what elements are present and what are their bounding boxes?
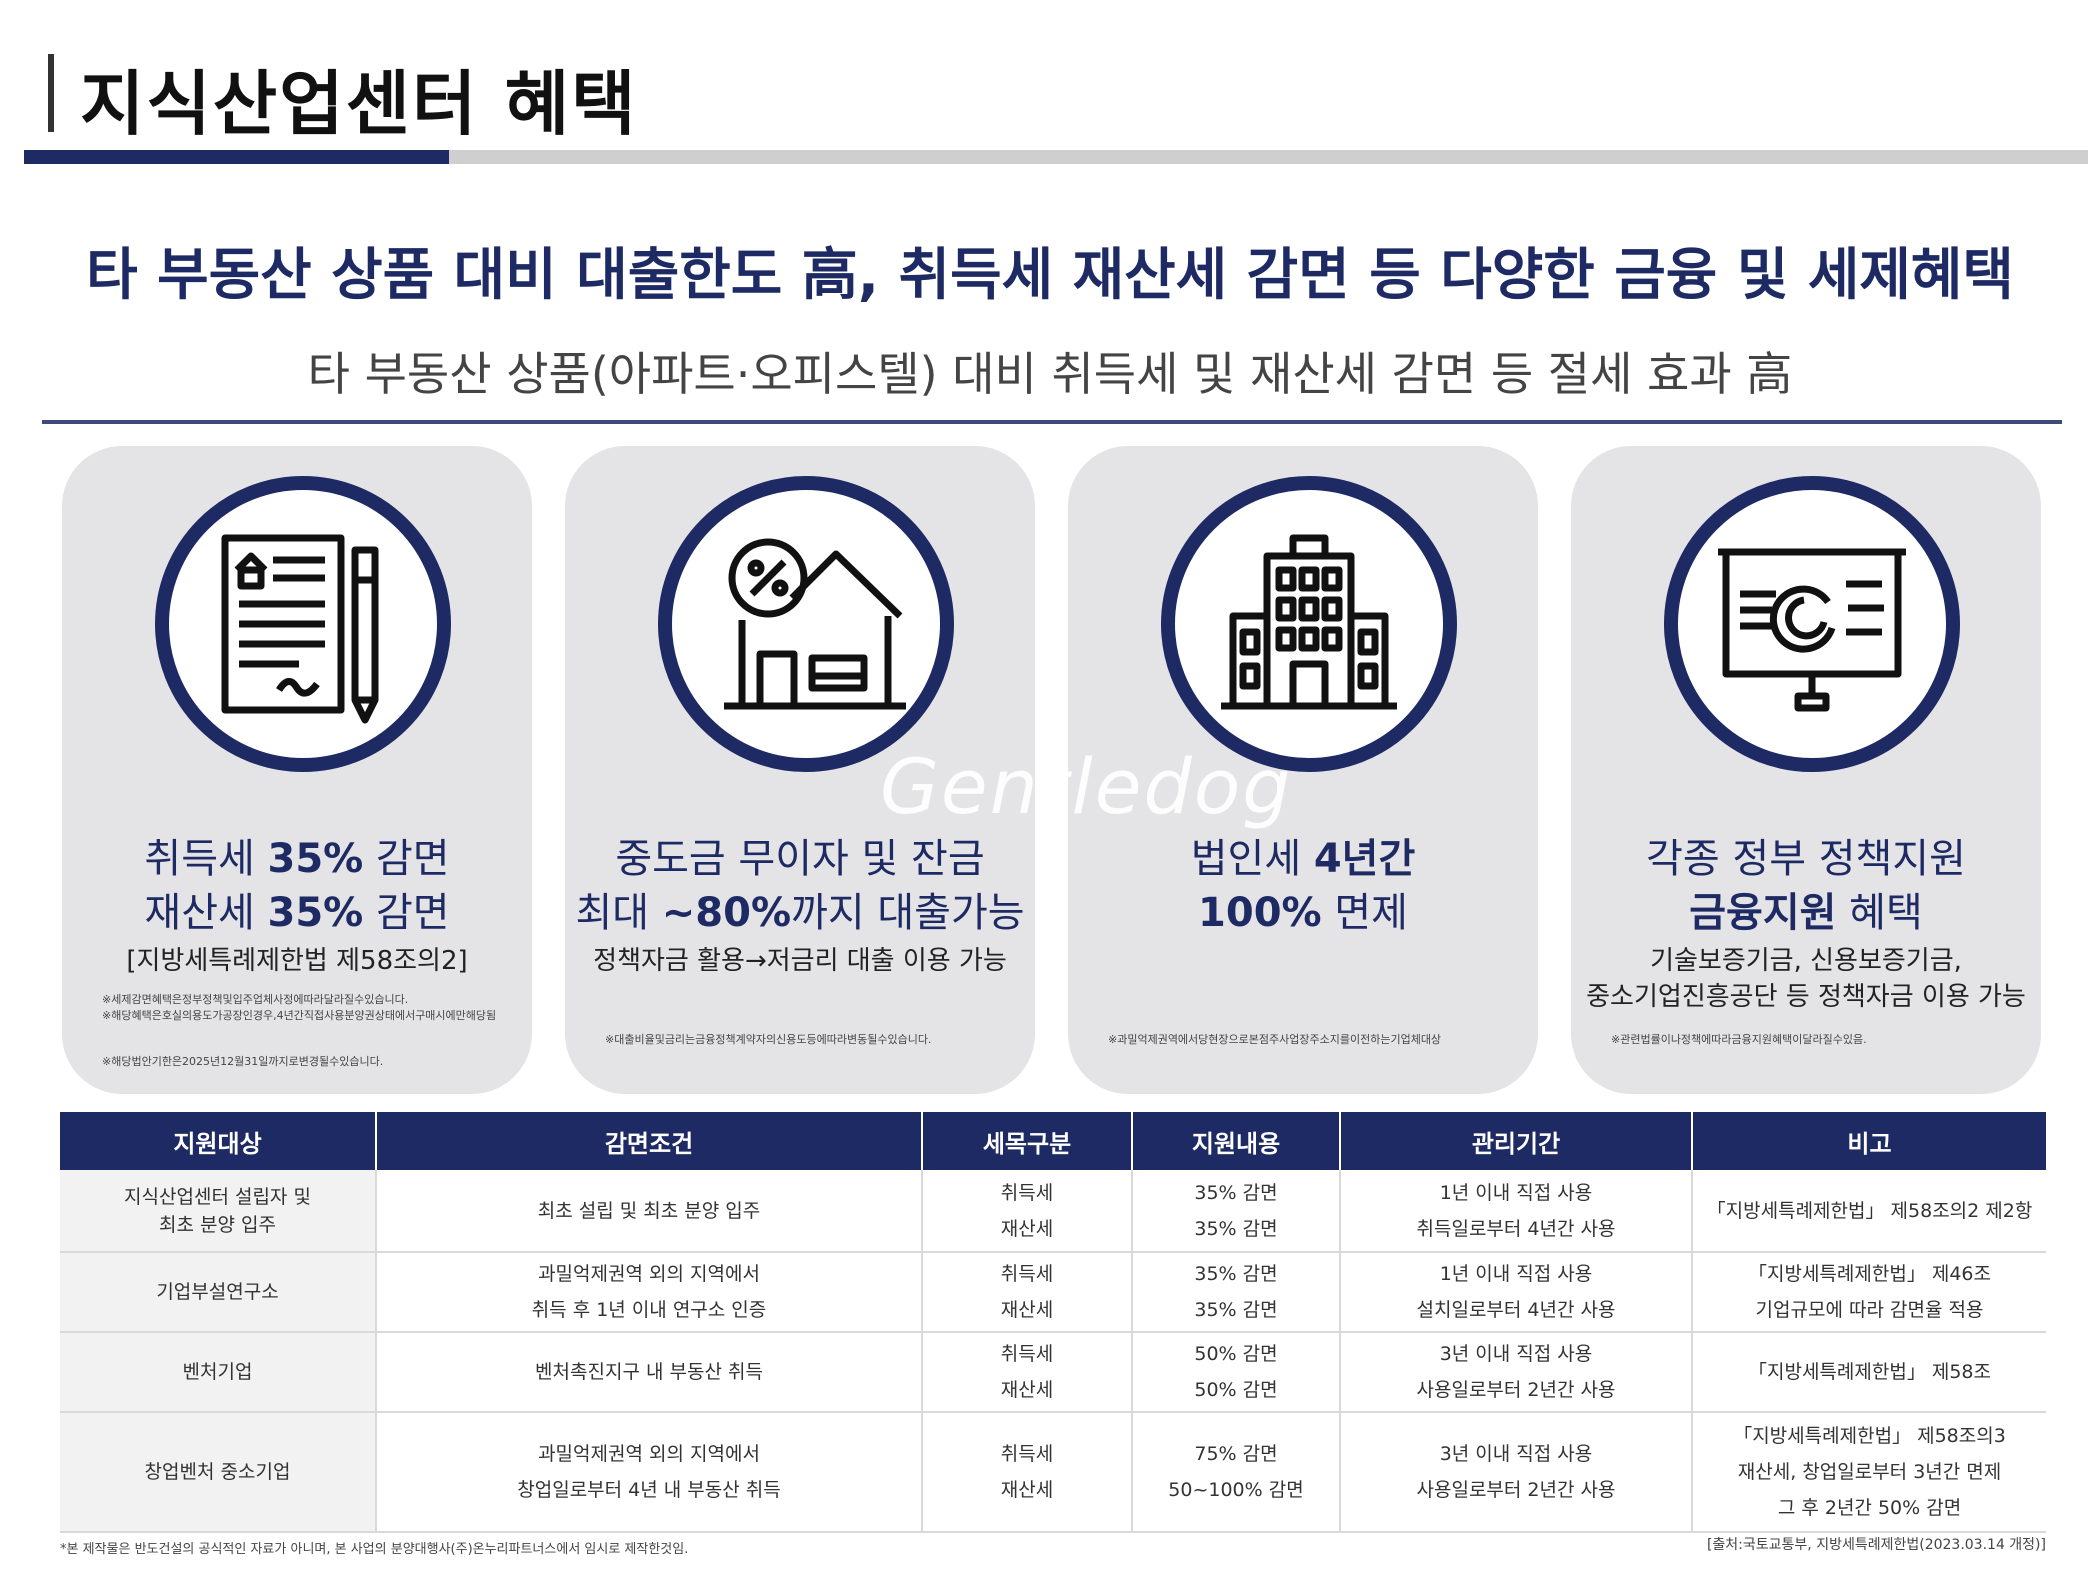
title-underline-accent: [24, 150, 449, 164]
icon-circle: [155, 476, 451, 772]
page-title: 지식산업센터 혜택: [80, 63, 638, 145]
card-line-1: 중도금 무이자 및 잔금: [615, 836, 985, 882]
card-line-2: 재산세 35% 감면: [144, 890, 450, 936]
card-line-3: 기술보증기금, 신용보증기금,: [1650, 946, 1962, 976]
col-header-support: 지원내용: [1131, 1112, 1340, 1170]
watermark: Gentledog: [880, 742, 1293, 831]
cell-period: 1년 이내 직접 사용 취득일로부터 4년간 사용: [1339, 1170, 1692, 1253]
col-header-target: 지원대상: [60, 1112, 376, 1170]
table-header-row: 지원대상 감면조건 세목구분 지원내용 관리기간 비고: [60, 1112, 2046, 1170]
cell-period: 3년 이내 직접 사용 사용일로부터 2년간 사용: [1339, 1412, 1692, 1533]
card-note: ※해당법안기한은2025년12월31일까지로변경될수있습니다.: [102, 1055, 384, 1068]
tax-benefit-table: 지원대상 감면조건 세목구분 지원내용 관리기간 비고 지식산업센터 설립자 및…: [60, 1112, 2046, 1533]
table-row: 기업부설연구소 과밀억제권역 외의 지역에서 취득 후 1년 이내 연구소 인증 …: [60, 1252, 2046, 1333]
cell-tax-type: 취득세 재산세: [921, 1332, 1132, 1413]
cell-tax-type: 취득세 재산세: [921, 1252, 1132, 1333]
section-divider: [42, 420, 2062, 424]
title-underline: [24, 150, 2088, 164]
benefit-card-financial-support: 각종 정부 정책지원 금융지원 혜택 기술보증기금, 신용보증기금, 중소기업진…: [1571, 446, 2041, 1094]
col-header-tax-type: 세목구분: [921, 1112, 1132, 1170]
card-note: ※과밀억제권역에서당현장으로본점주사업장주소지를이전하는기업체대상: [1108, 1033, 1442, 1046]
icon-circle: [1161, 476, 1457, 772]
card-line-2: 100% 면제: [1198, 890, 1408, 936]
cell-condition: 최초 설립 및 최초 분양 입주: [375, 1170, 922, 1253]
col-header-note: 비고: [1691, 1112, 2046, 1170]
card-line-1: 취득세 35% 감면: [144, 836, 450, 882]
cell-note: 「지방세특례제한법」 제58조의2 제2항: [1691, 1170, 2046, 1253]
card-line-3: [지방세특례제한법 제58조의2]: [126, 946, 468, 976]
footer-source: [출처:국토교통부, 지방세특례제한법(2023.03.14 개정)]: [1706, 1537, 2046, 1553]
card-note: ※세제감면혜택은정부정책및입주업체사정에따라달라질수있습니다.: [102, 993, 409, 1006]
cell-support: 35% 감면 35% 감면: [1131, 1252, 1340, 1333]
col-header-period: 관리기간: [1339, 1112, 1692, 1170]
cell-note: 「지방세특례제한법」 제58조의3 재산세, 창업일로부터 3년간 면제 그 후 2…: [1691, 1412, 2046, 1533]
cell-tax-type: 취득세 재산세: [921, 1412, 1132, 1533]
table-row: 벤처기업 벤처촉진지구 내 부동산 취득 취득세 재산세 50% 감면 50% 감면…: [60, 1332, 2046, 1413]
headline: 타 부동산 상품 대비 대출한도 高, 취득세 재산세 감면 등 다양한 금융 …: [86, 243, 2014, 308]
cell-support: 50% 감면 50% 감면: [1131, 1332, 1340, 1413]
cell-support: 75% 감면 50~100% 감면: [1131, 1412, 1340, 1533]
cell-target: 벤처기업: [60, 1332, 376, 1413]
card-line-1: 각종 정부 정책지원: [1646, 836, 1966, 882]
cell-condition: 과밀억제권역 외의 지역에서 창업일로부터 4년 내 부동산 취득: [375, 1412, 922, 1533]
contract-icon: [221, 534, 379, 724]
cell-condition: 과밀억제권역 외의 지역에서 취득 후 1년 이내 연구소 인증: [375, 1252, 922, 1333]
card-note: ※해당혜택은호실의용도가공장인경우,4년간직접사용분양권상태에서구매시에만해당됨: [102, 1009, 497, 1022]
title-accent-bar: [48, 54, 54, 132]
presentation-chart-icon: [1718, 548, 1906, 712]
col-header-condition: 감면조건: [375, 1112, 922, 1170]
house-percent-icon: [724, 538, 906, 710]
card-line-3: 정책자금 활용→저금리 대출 이용 가능: [593, 946, 1007, 976]
card-note: ※대출비율및금리는금융정책계약자의신용도등에따라변동될수있습니다.: [605, 1033, 932, 1046]
table-row: 지식산업센터 설립자 및 최초 분양 입주 최초 설립 및 최초 분양 입주 취득…: [60, 1170, 2046, 1253]
cell-note: 「지방세특례제한법」 제58조: [1691, 1332, 2046, 1413]
table-row: 창업벤처 중소기업 과밀억제권역 외의 지역에서 창업일로부터 4년 내 부동산 …: [60, 1412, 2046, 1533]
building-icon: [1221, 534, 1397, 710]
card-note: ※관련법률이나정책에따라금융지원혜택이달라질수있음.: [1611, 1033, 1867, 1046]
cell-period: 3년 이내 직접 사용 사용일로부터 2년간 사용: [1339, 1332, 1692, 1413]
icon-circle: [658, 476, 954, 772]
cell-target: 지식산업센터 설립자 및 최초 분양 입주: [60, 1170, 376, 1253]
card-line-2: 최대 ~80%까지 대출가능: [575, 890, 1025, 936]
card-line-2: 금융지원 혜택: [1689, 890, 1923, 936]
card-line-4: 중소기업진흥공단 등 정책자금 이용 가능: [1586, 982, 2026, 1012]
subheadline: 타 부동산 상품(아파트·오피스텔) 대비 취득세 및 재산세 감면 등 절세 …: [307, 347, 1793, 401]
cell-target: 기업부설연구소: [60, 1252, 376, 1333]
cell-period: 1년 이내 직접 사용 설치일로부터 4년간 사용: [1339, 1252, 1692, 1333]
footer-disclaimer: *본 제작물은 반도건설의 공식적인 자료가 아니며, 본 사업의 분양대행사(…: [60, 1542, 689, 1557]
cell-note: 「지방세특례제한법」 제46조 기업규모에 따라 감면율 적용: [1691, 1252, 2046, 1333]
card-line-1: 법인세 4년간: [1190, 836, 1416, 882]
cell-tax-type: 취득세 재산세: [921, 1170, 1132, 1253]
benefit-card-loan: 중도금 무이자 및 잔금 최대 ~80%까지 대출가능 정책자금 활용→저금리 …: [565, 446, 1035, 1094]
icon-circle: [1664, 476, 1960, 772]
cell-condition: 벤처촉진지구 내 부동산 취득: [375, 1332, 922, 1413]
benefit-card-tax: 취득세 35% 감면 재산세 35% 감면 [지방세특례제한법 제58조의2] …: [62, 446, 532, 1094]
benefit-card-corporate-tax: 법인세 4년간 100% 면제 ※과밀억제권역에서당현장으로본점주사업장주소지를…: [1068, 446, 1538, 1094]
cell-support: 35% 감면 35% 감면: [1131, 1170, 1340, 1253]
cell-target: 창업벤처 중소기업: [60, 1412, 376, 1533]
